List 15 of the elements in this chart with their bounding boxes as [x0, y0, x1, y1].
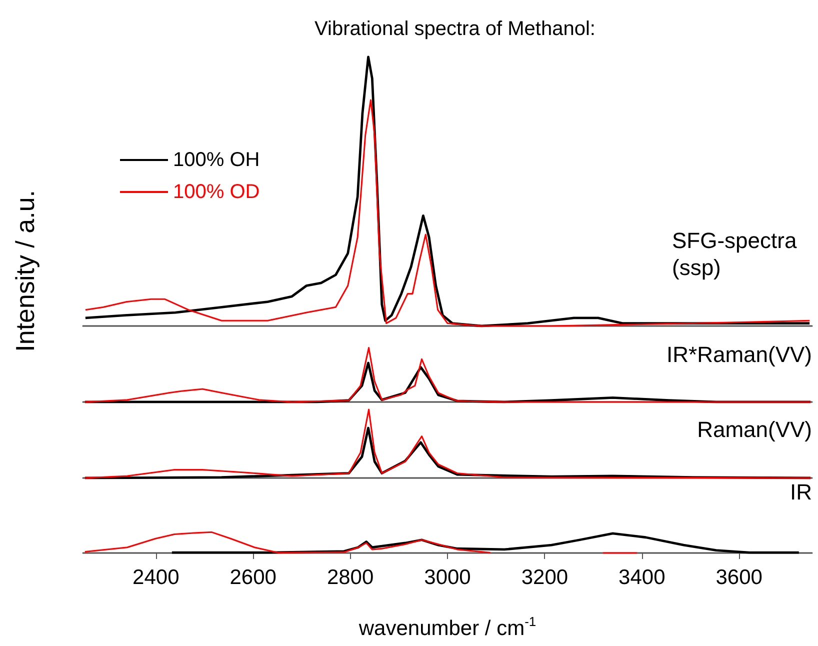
x-tick-label: 3600	[716, 566, 762, 589]
text: IR	[790, 479, 812, 504]
x-tick-label: 3000	[424, 566, 471, 589]
x-tick-label: 2400	[132, 566, 180, 589]
legend-label: 100% OD	[173, 181, 260, 203]
legend-label: 100% OH	[173, 149, 260, 171]
x-tick-label: 3400	[618, 566, 666, 589]
y-axis-title: Intensity / a.u.	[10, 190, 40, 352]
x-tick-label: 2600	[230, 566, 276, 589]
annotation: IR*Raman(VV)	[666, 342, 812, 367]
x-tick-label: 2800	[326, 566, 374, 589]
annotation: SFG-spectra (ssp)	[672, 228, 803, 280]
chart-title: Vibrational spectra of Methanol:	[314, 18, 596, 40]
annotation: Raman(VV)	[697, 417, 812, 442]
x-tick-label: 3200	[521, 566, 568, 589]
